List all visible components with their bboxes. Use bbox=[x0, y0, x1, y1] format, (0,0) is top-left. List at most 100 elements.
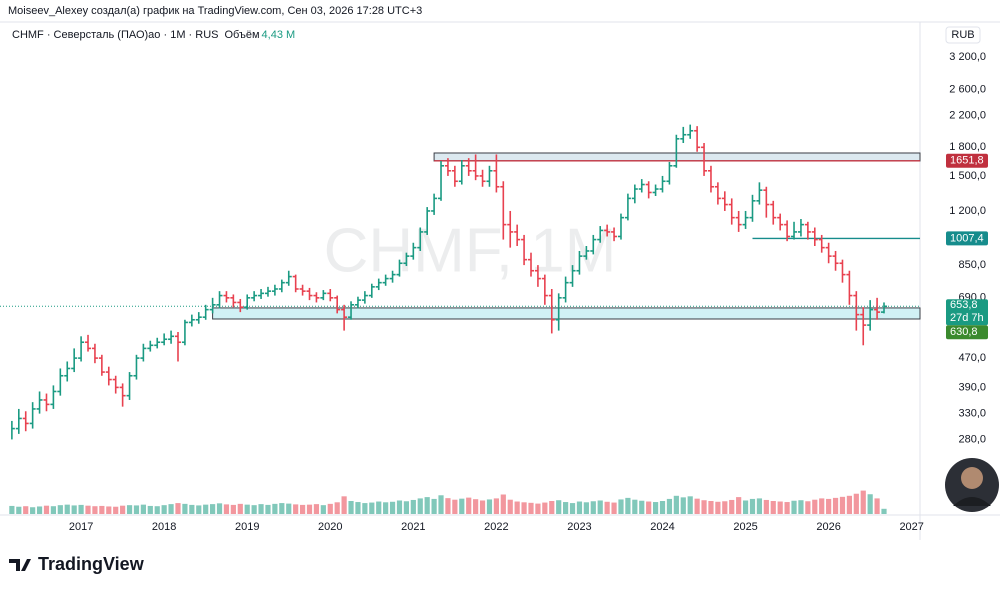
volume-bar bbox=[729, 499, 735, 514]
author-line: Moiseev_Alexey создал(а) график на Tradi… bbox=[8, 5, 422, 17]
volume-bar bbox=[576, 501, 583, 514]
volume-bar bbox=[687, 496, 693, 514]
volume-bar bbox=[590, 501, 596, 514]
volume-bar bbox=[749, 498, 756, 514]
volume-bar bbox=[625, 497, 631, 514]
volume-bar bbox=[770, 501, 776, 514]
volume-bar bbox=[486, 499, 493, 514]
volume-bar bbox=[597, 500, 603, 514]
volume-bar bbox=[258, 504, 264, 514]
volume-bar bbox=[327, 503, 333, 514]
volume-bar bbox=[154, 506, 160, 514]
watermark: CHMF, 1M bbox=[324, 216, 617, 285]
x-tick-label: 2023 bbox=[567, 521, 591, 533]
y-tick-label: 1 500,0 bbox=[949, 170, 986, 182]
y-tick-label: 2 200,0 bbox=[949, 110, 986, 122]
last-price-label: 653,8 bbox=[950, 299, 978, 311]
volume-bar bbox=[410, 499, 416, 514]
volume-bar bbox=[251, 505, 257, 514]
volume-bar bbox=[71, 505, 77, 514]
volume-bar bbox=[341, 496, 347, 514]
volume-bar bbox=[120, 505, 126, 514]
y-tick-label: 1 800,0 bbox=[949, 141, 986, 153]
x-tick-label: 2025 bbox=[733, 521, 757, 533]
level-label-box bbox=[946, 153, 988, 168]
y-tick-label: 3 200,0 bbox=[949, 51, 986, 63]
volume-bar bbox=[230, 504, 236, 514]
volume-bar bbox=[113, 506, 119, 514]
volume-bar bbox=[30, 507, 36, 514]
x-tick-label: 2017 bbox=[69, 521, 93, 533]
volume-bar bbox=[92, 506, 98, 514]
volume-bar bbox=[715, 501, 721, 514]
volume-bar bbox=[237, 503, 243, 514]
avatar bbox=[945, 458, 999, 512]
volume-bar bbox=[43, 505, 50, 514]
volume-bar bbox=[140, 504, 146, 514]
volume-bar bbox=[168, 504, 174, 514]
volume-bar bbox=[680, 497, 686, 514]
volume-bar bbox=[535, 503, 541, 514]
volume-bar bbox=[659, 501, 666, 514]
volume-bar bbox=[853, 493, 859, 514]
volume-bar bbox=[424, 497, 430, 514]
volume-bar bbox=[369, 502, 375, 514]
volume-bar bbox=[646, 501, 652, 514]
y-tick-label: 850,0 bbox=[958, 259, 986, 271]
volume-bar bbox=[279, 503, 285, 514]
extra-label-box bbox=[946, 325, 988, 340]
logo: TradingView bbox=[38, 554, 145, 574]
volume-bar bbox=[175, 503, 181, 514]
volume-bar bbox=[244, 504, 250, 514]
volume-bar bbox=[57, 505, 63, 514]
volume-bar bbox=[839, 496, 846, 514]
volume-bar bbox=[161, 505, 167, 514]
volume-bar bbox=[147, 505, 153, 514]
level-label: 1651,8 bbox=[950, 155, 984, 167]
y-tick-label: 390,0 bbox=[958, 381, 986, 393]
volume-bar bbox=[396, 500, 403, 514]
legend: CHMF · Северсталь (ПАО)ао · 1M · RUS bbox=[12, 29, 218, 41]
plot bbox=[0, 124, 921, 514]
x-tick-label: 2020 bbox=[318, 521, 342, 533]
volume-bar bbox=[265, 504, 271, 514]
level-label-box bbox=[946, 231, 988, 246]
volume-bar bbox=[763, 499, 769, 514]
x-tick-label: 2026 bbox=[816, 521, 840, 533]
volume-bar bbox=[701, 500, 707, 514]
volume-bar bbox=[216, 503, 223, 514]
volume-bar bbox=[99, 505, 105, 514]
x-tick-label: 2022 bbox=[484, 521, 508, 533]
x-tick-label: 2019 bbox=[235, 521, 259, 533]
volume-bar bbox=[652, 502, 659, 514]
volume-bar bbox=[383, 502, 389, 514]
volume-bar bbox=[306, 504, 313, 514]
volume-bar bbox=[355, 502, 361, 514]
volume-bar bbox=[64, 504, 70, 514]
volume-bar bbox=[286, 503, 292, 514]
volume-bar bbox=[673, 495, 679, 514]
volume-bar bbox=[832, 497, 839, 514]
volume-bar bbox=[666, 498, 673, 514]
volume-bar bbox=[417, 498, 423, 514]
zone bbox=[212, 307, 921, 320]
volume-bar bbox=[459, 498, 465, 514]
volume-bar bbox=[632, 499, 638, 514]
x-tick-label: 2018 bbox=[152, 521, 176, 533]
volume-bar bbox=[860, 490, 866, 514]
volume-bar bbox=[604, 501, 610, 514]
volume-bar bbox=[798, 500, 804, 514]
volume-bar bbox=[563, 502, 569, 514]
volume-bar bbox=[805, 501, 811, 514]
volume-bar bbox=[528, 502, 534, 514]
y-tick-label: 470,0 bbox=[958, 352, 986, 364]
volume-bar bbox=[556, 500, 562, 514]
volume-value: 4,43 M bbox=[262, 29, 296, 41]
level-label: 1007,4 bbox=[950, 232, 984, 244]
x-tick-label: 2027 bbox=[899, 521, 923, 533]
volume-bar bbox=[819, 498, 825, 514]
volume-bar bbox=[507, 499, 513, 514]
volume-bar bbox=[23, 506, 29, 514]
